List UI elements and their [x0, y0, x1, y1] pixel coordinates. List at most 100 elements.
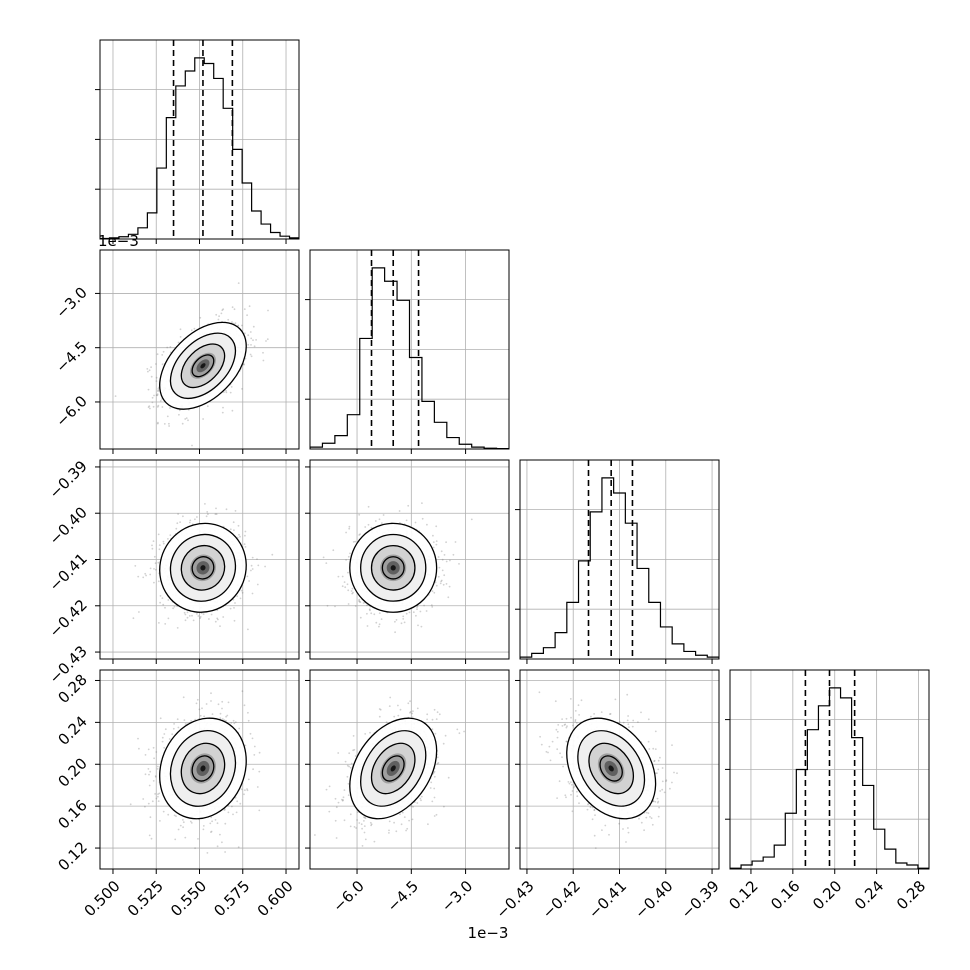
scatter-point — [378, 708, 381, 710]
scatter-point — [349, 766, 352, 769]
scatter-point — [244, 546, 247, 548]
scatter-point — [164, 623, 167, 625]
scatter-point — [435, 525, 438, 528]
scatter-point — [374, 520, 377, 522]
scatter-point — [241, 388, 243, 390]
scatter-point — [238, 727, 241, 730]
scatter-point — [587, 803, 589, 806]
scatter-point — [369, 821, 372, 824]
scatter-point — [223, 719, 226, 721]
scatter-point — [154, 775, 157, 777]
scatter-point — [196, 613, 198, 615]
scatter-point — [158, 792, 161, 795]
scatter-point — [230, 722, 233, 724]
scatter-point — [434, 732, 437, 735]
scatter-point — [144, 572, 147, 575]
scatter-point — [149, 816, 152, 819]
scatter-point — [342, 799, 344, 801]
scatter-point — [440, 550, 443, 553]
scatter-point — [385, 721, 388, 724]
scatter-point — [229, 607, 232, 610]
scatter-point — [370, 612, 373, 615]
scatter-point — [445, 583, 448, 585]
scatter-point — [149, 573, 152, 576]
scatter-point — [378, 625, 380, 628]
scatter-point — [156, 406, 159, 408]
scatter-point — [219, 717, 222, 719]
scatter-point — [343, 789, 346, 791]
scatter-point — [149, 567, 152, 570]
scatter-point — [151, 547, 154, 550]
scatter-point — [332, 549, 335, 552]
scatter-point — [626, 693, 629, 696]
scatter-point — [225, 391, 228, 394]
scatter-point — [256, 583, 259, 586]
scatter-point — [411, 712, 414, 715]
scatter-point — [218, 315, 221, 318]
scatter-point — [454, 541, 457, 543]
scatter-point — [378, 612, 381, 614]
panel-frame — [309, 249, 510, 450]
contour-line — [370, 742, 416, 795]
scatter-point — [255, 339, 257, 341]
density-fill — [200, 363, 206, 369]
scatter-point — [397, 714, 400, 717]
scatter-point — [651, 823, 654, 826]
hist-panel-0 — [95, 39, 300, 244]
scatter-point — [417, 624, 419, 627]
scatter-point — [366, 604, 368, 607]
scatter-point — [452, 553, 455, 556]
scatter-point — [368, 608, 371, 611]
scatter-point — [586, 808, 589, 811]
hist-panel-1 — [305, 249, 510, 454]
scatter-point — [225, 715, 228, 718]
scatter-point — [264, 565, 266, 568]
scatter-point — [407, 702, 410, 705]
scatter-point — [148, 405, 151, 407]
scatter-point — [155, 363, 157, 365]
scatter-point — [157, 800, 160, 802]
density-layer — [538, 691, 678, 849]
scatter-point — [155, 751, 158, 753]
panel-frame — [309, 669, 510, 870]
scatter-point — [157, 389, 160, 392]
scatter-point — [432, 541, 435, 543]
scatter-point — [167, 599, 170, 601]
scatter-point — [265, 340, 267, 342]
scatter-point — [420, 799, 422, 802]
scatter-point — [262, 359, 265, 362]
scatter-point — [322, 556, 325, 559]
scatter-point — [262, 351, 264, 354]
scatter-point — [221, 841, 223, 844]
scatter-point — [216, 617, 219, 620]
scatter-point — [173, 723, 176, 725]
scatter-point — [441, 569, 444, 572]
scatter-point — [236, 800, 239, 803]
scatter-point — [427, 823, 429, 826]
scatter-point — [156, 768, 159, 770]
scatter-point — [178, 409, 181, 412]
scatter-point — [248, 580, 251, 582]
scatter-point — [363, 816, 365, 819]
scatter-point — [239, 802, 242, 805]
scatter-point — [198, 708, 201, 711]
scatter-point — [147, 802, 150, 805]
scatter-point — [574, 719, 577, 721]
scatter-point — [157, 795, 159, 798]
scatter-point — [159, 717, 162, 720]
scatter-point — [429, 787, 432, 789]
scatter-point — [394, 631, 396, 634]
scatter-point — [204, 503, 206, 505]
scatter-point — [247, 719, 250, 722]
scatter-point — [157, 387, 160, 390]
scatter-point — [397, 704, 399, 707]
scatter-point — [222, 406, 224, 409]
scatter-point — [432, 534, 434, 537]
scatter-point — [591, 818, 594, 821]
scatter-point — [167, 617, 170, 620]
scatter-point — [184, 836, 187, 839]
scatter-point — [183, 611, 186, 614]
scatter-point — [399, 708, 402, 711]
scatter-point — [266, 338, 269, 341]
scatter-point — [243, 308, 246, 310]
